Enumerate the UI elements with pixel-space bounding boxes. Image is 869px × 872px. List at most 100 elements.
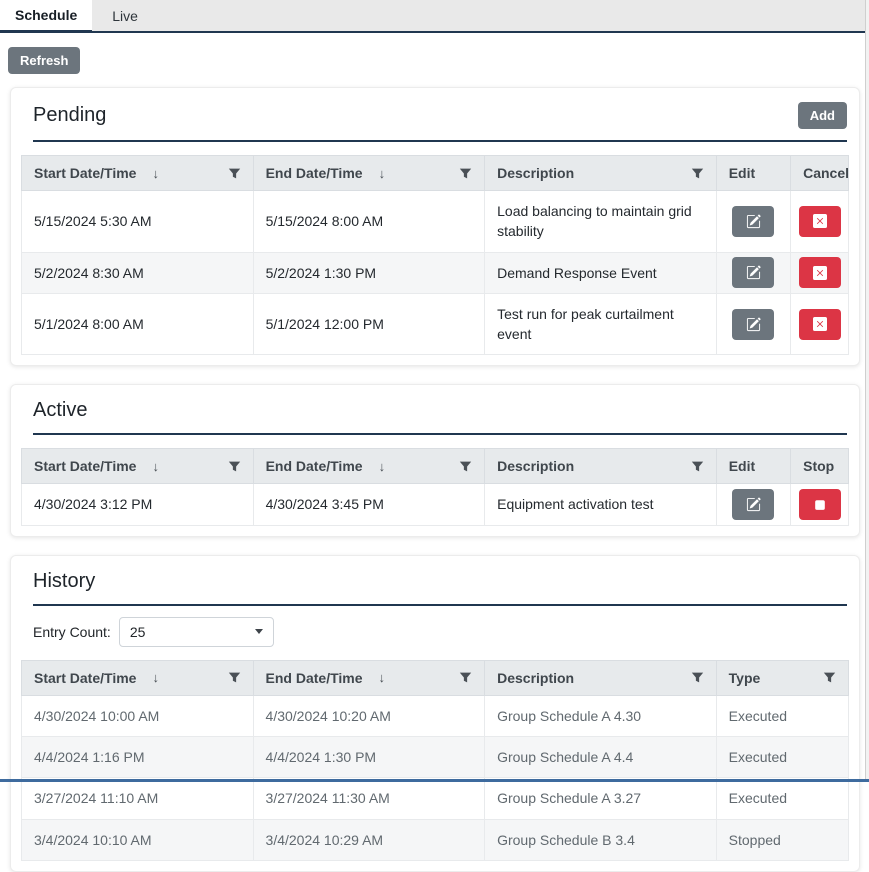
header-row: Start Date/Time ↓ End Date/Time ↓ Descriptio… (21, 659, 850, 696)
start-cell: 3/4/2024 10:10 AM (21, 818, 254, 861)
edit-button[interactable] (732, 257, 775, 289)
end-cell: 5/2/2024 1:30 PM (252, 251, 486, 294)
description-cell: Load balancing to maintain grid stabilit… (484, 190, 717, 253)
edit-button[interactable] (732, 489, 775, 521)
start-cell: 4/30/2024 10:00 AM (21, 694, 254, 738)
type-cell: Executed (715, 736, 850, 779)
active-table: Start Date/Time ↓ End Date/Time ↓ Descriptio… (21, 448, 849, 526)
active-section-header: Active (21, 397, 849, 422)
edit-button-cell (715, 483, 792, 526)
filter-icon[interactable] (823, 671, 836, 684)
column-label: Start Date/Time (34, 165, 137, 181)
entry-count-select[interactable]: 25 (118, 616, 274, 647)
cancel-button[interactable] (798, 257, 841, 289)
start-cell: 5/1/2024 8:00 AM (21, 292, 254, 356)
cancel-button[interactable] (798, 205, 841, 237)
edit-button[interactable] (732, 308, 775, 340)
column-header-description[interactable]: Description (484, 155, 717, 191)
description-cell: Demand Response Event (484, 251, 717, 294)
cancel-button-cell (790, 251, 849, 294)
table-row: 4/30/2024 3:12 PM 4/30/2024 3:45 PM Equipm… (21, 483, 849, 526)
stop-button-cell (790, 483, 849, 526)
column-header-end-date-time[interactable]: End Date/Time ↓ (252, 448, 486, 485)
column-label: Start Date/Time (34, 669, 137, 686)
header-row: Start Date/Time ↓ End Date/Time ↓ Descriptio… (21, 448, 849, 485)
column-header-end-date-time[interactable]: End Date/Time ↓ (252, 155, 486, 191)
filter-icon[interactable] (691, 460, 704, 473)
table-row: 4/30/2024 10:00 AM 4/30/2024 10:20 AM Grou… (21, 694, 850, 738)
entry-count-value: 25 (129, 623, 146, 640)
entry-count-row: Entry Count: 25 (33, 616, 847, 647)
edit-button-cell (715, 190, 792, 253)
sort-descending-icon[interactable]: ↓ (378, 458, 386, 474)
column-label: Edit (728, 458, 756, 475)
section-divider (33, 140, 847, 142)
window-bottom-edge (0, 779, 869, 782)
pencil-square-icon (746, 214, 761, 229)
column-label: Description (497, 669, 575, 686)
window-right-edge (865, 0, 869, 782)
cancel-button-cell (790, 190, 849, 253)
filter-icon[interactable] (228, 671, 241, 684)
entry-count-label: Entry Count: (33, 623, 111, 640)
end-cell: 5/1/2024 12:00 PM (252, 292, 486, 356)
header-row: Start Date/Time ↓ End Date/Time ↓ Descriptio… (21, 155, 849, 191)
sort-descending-icon[interactable]: ↓ (152, 165, 159, 181)
description-cell: Equipment activation test (484, 483, 717, 526)
column-label: End Date/Time (265, 669, 363, 686)
end-cell: 5/15/2024 8:00 AM (252, 190, 486, 253)
column-header-start-date-time[interactable]: Start Date/Time ↓ (21, 155, 254, 191)
column-header-type[interactable]: Type (715, 659, 850, 696)
active-section: Active Start Date/Time ↓ End Date/Time ↓ Des… (10, 384, 860, 537)
x-square-icon (812, 317, 827, 332)
add-button[interactable]: Add (797, 102, 847, 129)
edit-button-cell (715, 292, 792, 356)
end-cell: 3/27/2024 11:30 AM (252, 777, 486, 820)
column-label: Description (497, 458, 575, 475)
column-header-start-date-time[interactable]: Start Date/Time ↓ (21, 659, 254, 696)
filter-icon[interactable] (459, 167, 472, 180)
pencil-square-icon (746, 317, 761, 332)
edit-button[interactable] (732, 205, 775, 237)
sort-descending-icon[interactable]: ↓ (152, 670, 159, 686)
x-square-icon (812, 265, 827, 280)
start-cell: 4/30/2024 3:12 PM (21, 483, 254, 526)
history-section: History Entry Count: 25 Start Date/Time ↓… (10, 554, 860, 872)
column-label: Start Date/Time (34, 458, 137, 475)
tab-live[interactable]: Live (112, 7, 138, 24)
column-label: Stop (803, 458, 835, 475)
column-header-end-date-time[interactable]: End Date/Time ↓ (252, 659, 486, 696)
column-label: Description (497, 165, 575, 181)
column-header-description[interactable]: Description (484, 659, 717, 696)
description-cell: Group Schedule A 3.27 (484, 777, 717, 820)
column-header-stop: Stop (790, 448, 849, 485)
tab-bar: Schedule Live (0, 0, 869, 33)
refresh-button[interactable]: Refresh (8, 47, 81, 74)
tab-schedule[interactable]: Schedule (0, 0, 93, 33)
sort-descending-icon[interactable]: ↓ (378, 165, 386, 181)
column-header-cancel: Cancel (790, 155, 849, 191)
start-cell: 4/4/2024 1:16 PM (21, 736, 254, 779)
table-row: 5/1/2024 8:00 AM 5/1/2024 12:00 PM Test ru… (21, 292, 849, 356)
column-header-description[interactable]: Description (484, 448, 717, 485)
section-divider (33, 603, 847, 606)
column-header-edit: Edit (715, 155, 792, 191)
sort-descending-icon[interactable]: ↓ (378, 670, 386, 686)
pencil-square-icon (746, 497, 761, 512)
filter-icon[interactable] (691, 167, 704, 180)
description-cell: Group Schedule A 4.30 (484, 694, 717, 738)
type-cell: Executed (715, 694, 850, 738)
filter-icon[interactable] (691, 671, 704, 684)
filter-icon[interactable] (459, 671, 472, 684)
type-cell: Executed (715, 777, 850, 820)
filter-icon[interactable] (228, 460, 241, 473)
stop-button[interactable] (798, 489, 841, 521)
pencil-square-icon (746, 265, 761, 280)
filter-icon[interactable] (459, 460, 472, 473)
start-cell: 3/27/2024 11:10 AM (21, 777, 254, 820)
start-cell: 5/2/2024 8:30 AM (21, 251, 254, 294)
cancel-button[interactable] (798, 308, 841, 340)
filter-icon[interactable] (228, 167, 241, 180)
sort-descending-icon[interactable]: ↓ (152, 458, 159, 474)
column-header-start-date-time[interactable]: Start Date/Time ↓ (21, 448, 254, 485)
